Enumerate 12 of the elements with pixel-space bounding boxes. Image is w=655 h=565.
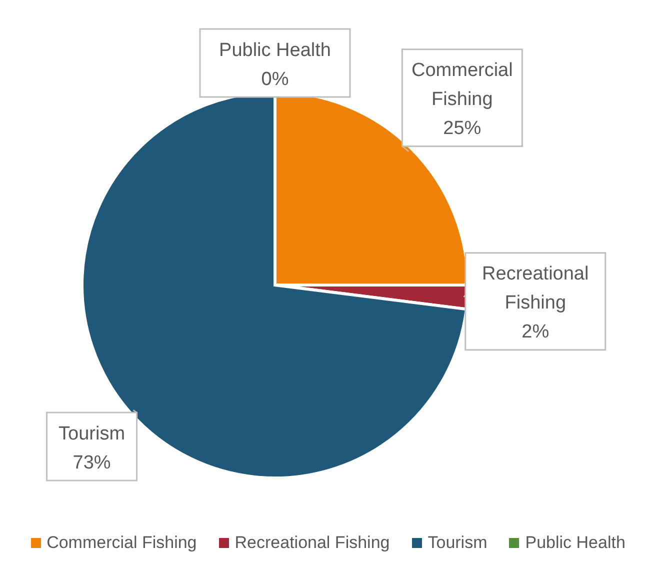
data-label: 25% (443, 118, 482, 140)
legend-label: Commercial Fishing (46, 533, 197, 553)
legend-label: Recreational Fishing (234, 533, 390, 553)
category-label: Public Health (219, 40, 331, 61)
text: 0% (261, 68, 289, 90)
slice-label: Recreational Fishing (482, 264, 589, 314)
slice-label: Tourism (58, 423, 126, 444)
data-label: 2% (522, 322, 550, 343)
data-label: 73% (72, 452, 111, 474)
legend-label: Public Health (524, 533, 626, 553)
legend-label: Tourism (426, 533, 488, 553)
slice-label: Commercial Fishing (412, 60, 513, 110)
